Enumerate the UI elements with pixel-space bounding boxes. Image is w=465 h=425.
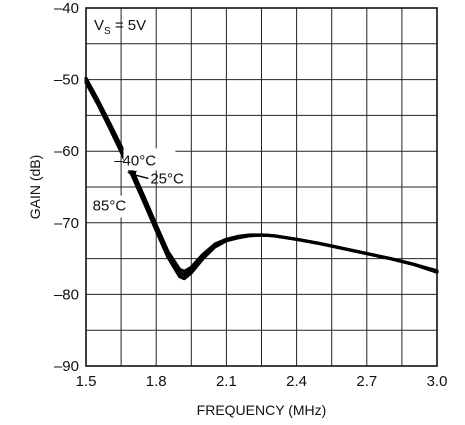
x-tick-label: 1.8 [146, 373, 167, 390]
plot-frame [85, 7, 438, 367]
annotation-arrowhead [126, 170, 137, 179]
condition-rest: = 5V [111, 17, 146, 34]
y-tick-label: –80 [54, 286, 79, 303]
annotation-label: 85°C [93, 198, 127, 215]
condition-main: V [94, 17, 104, 34]
tick-layer: 1.5 1.8 2.1 2.4 2.7 3.0 –90 –80 –70 –60 –50 –40 [54, 0, 447, 390]
annotation-label: 25°C [150, 170, 184, 187]
x-tick-label: 2.7 [356, 373, 377, 390]
x-axis-title: FREQUENCY (MHz) [197, 402, 327, 418]
x-tick-label: 3.0 [427, 373, 448, 390]
y-axis-title: GAIN (dB) [27, 155, 43, 220]
x-tick-label: 2.4 [286, 373, 307, 390]
annotation-bg [123, 148, 176, 171]
annotation-label: –40°C [114, 153, 156, 170]
annotation-bg [90, 195, 139, 218]
x-tick-label: 1.5 [76, 373, 97, 390]
y-tick-label: –60 [54, 143, 79, 160]
y-tick-label: –90 [54, 358, 79, 375]
condition-sub: S [104, 26, 111, 37]
y-tick-label: –70 [54, 215, 79, 232]
condition-label: VS = 5V [94, 17, 146, 37]
y-tick-label: –50 [54, 72, 79, 89]
annotation-layer: –40°C25°C 85°C [90, 148, 184, 218]
x-tick-label: 2.1 [216, 373, 237, 390]
y-tick-label: –40 [54, 0, 79, 17]
